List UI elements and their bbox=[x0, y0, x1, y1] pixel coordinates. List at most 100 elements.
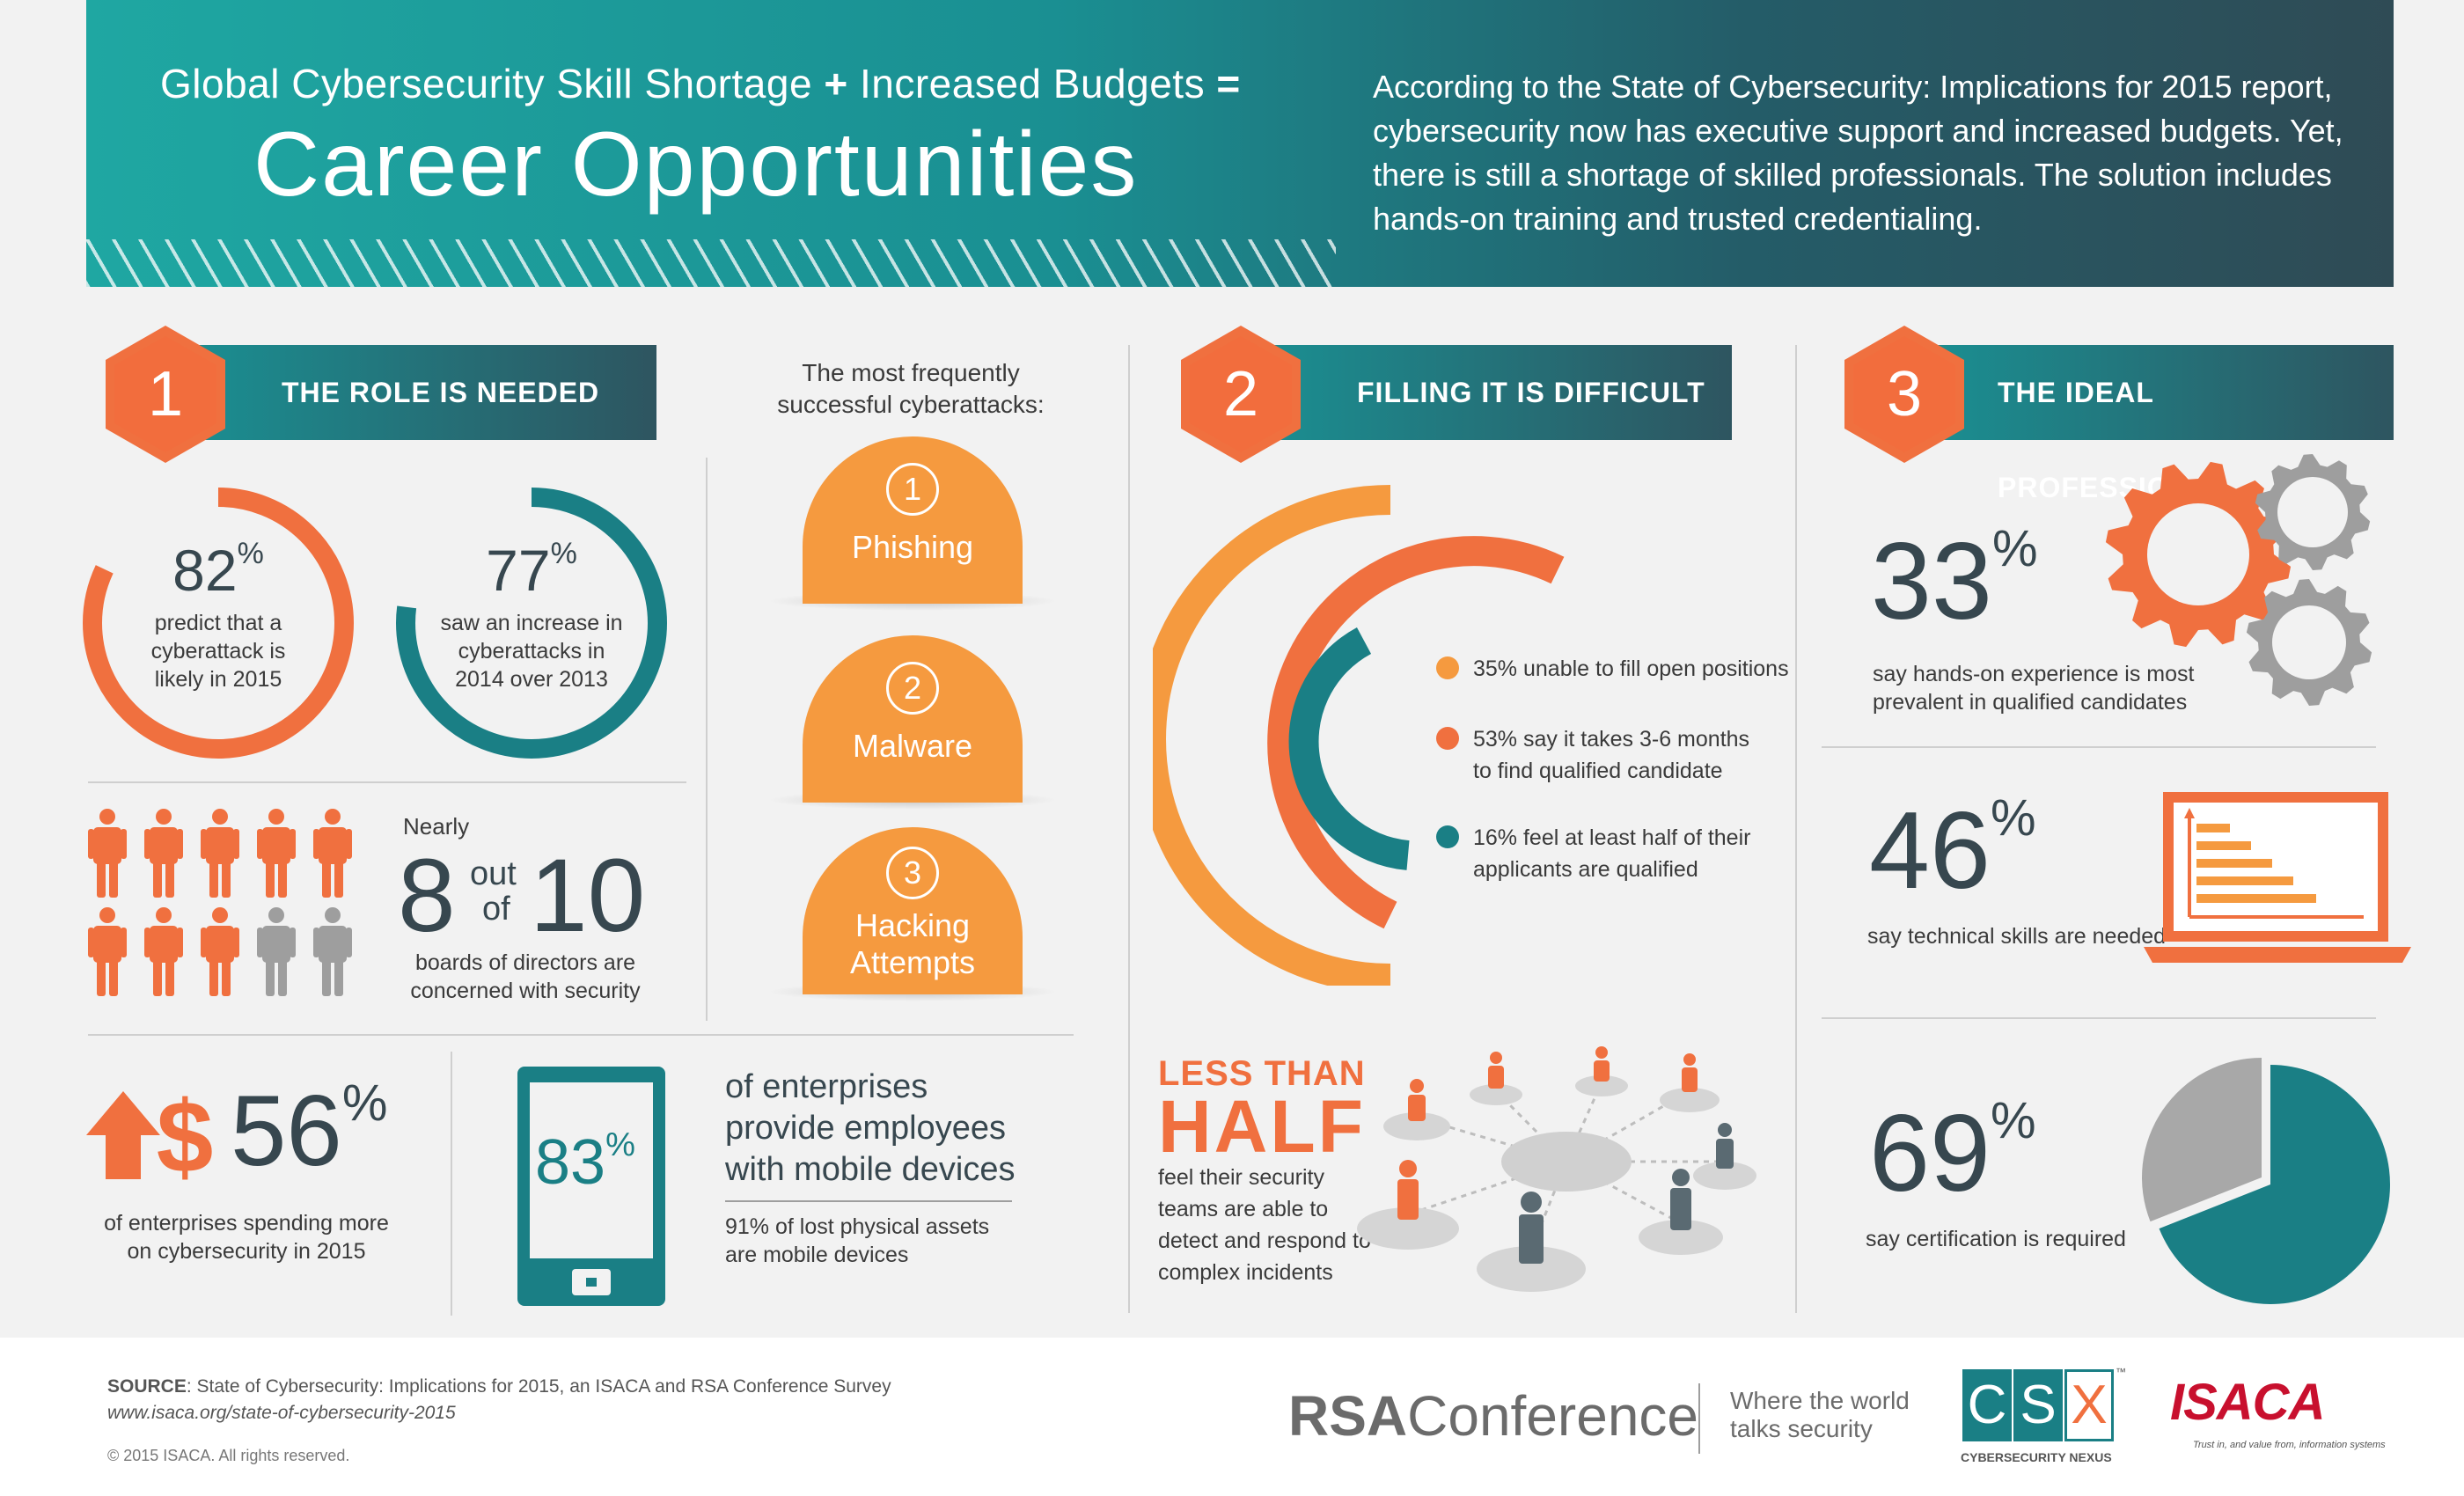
header-stripe-pattern bbox=[86, 239, 1336, 287]
legend-53-line2: to find qualified candidate bbox=[1473, 759, 1723, 783]
stat-83-value: 83 bbox=[535, 1127, 606, 1198]
stat-77-ring bbox=[396, 488, 667, 759]
csx-logo: C S X ™ bbox=[1962, 1366, 2126, 1441]
stat-83: 83% bbox=[535, 1126, 635, 1199]
rsa-logo-bold: RSA bbox=[1288, 1384, 1408, 1448]
person-icon bbox=[313, 907, 352, 996]
stat-77-caption: saw an increase in cyberattacks in 2014 … bbox=[440, 611, 623, 692]
person-icon bbox=[313, 809, 352, 898]
footer-source: SOURCE: State of Cybersecurity: Implicat… bbox=[107, 1376, 891, 1397]
pie-slice-69 bbox=[2159, 1065, 2390, 1304]
attack-dome bbox=[803, 436, 1023, 604]
stat-82-caption: predict that a cyberattack is likely in … bbox=[150, 611, 286, 692]
mobile-device-icon bbox=[517, 1067, 665, 1306]
isaca-logo: ISACA bbox=[2170, 1374, 2325, 1431]
source-label: SOURCE bbox=[107, 1376, 187, 1397]
person-icon bbox=[144, 809, 183, 898]
csx-caption: CYBERSECURITY NEXUS bbox=[1961, 1450, 2112, 1464]
attack-phishing: 1 Phishing bbox=[767, 436, 1058, 611]
csx-c: C bbox=[1962, 1369, 2012, 1441]
attack-label: Phishing bbox=[851, 529, 974, 565]
section1-title: THE ROLE IS NEEDED bbox=[282, 377, 600, 408]
arc-35 bbox=[1153, 485, 1391, 986]
divider bbox=[725, 1200, 1012, 1202]
rsa-logo-light: Conference bbox=[1407, 1384, 1698, 1448]
stat-46-caption: say technical skills are needed bbox=[1867, 924, 2167, 949]
stat-83-headline: of enterprises provide employees with mo… bbox=[725, 1068, 1016, 1188]
rsa-tagline-line1: Where the world bbox=[1730, 1387, 1910, 1414]
footer-url[interactable]: www.isaca.org/state-of-cybersecurity-201… bbox=[107, 1403, 456, 1423]
gear-gray-top bbox=[2255, 454, 2371, 570]
subtitle-part2: Increased Budgets bbox=[859, 61, 1206, 106]
boards-caption: boards of directors are concerned with s… bbox=[410, 950, 641, 1003]
stat-33-unit: % bbox=[1991, 520, 2038, 577]
boards-ten: 10 bbox=[530, 838, 646, 954]
attack-number: 3 bbox=[886, 847, 939, 899]
person-icon bbox=[201, 809, 239, 898]
attack-label-line1: Hacking bbox=[854, 907, 971, 943]
legend-53-line1: 53% say it takes 3-6 months bbox=[1473, 727, 1750, 752]
stat-33-value: 33 bbox=[1871, 521, 1992, 642]
rsa-tagline-line2: talks security bbox=[1730, 1415, 1873, 1442]
csx-trademark: ™ bbox=[2116, 1366, 2126, 1378]
dollar-up-arrow-icon: $ bbox=[86, 1082, 214, 1188]
footer: SOURCE: State of Cybersecurity: Implicat… bbox=[0, 1338, 2464, 1496]
people-grid bbox=[88, 808, 370, 1010]
divider bbox=[1822, 1017, 2376, 1019]
boards-out: out bbox=[470, 855, 517, 892]
stat-46: 46% bbox=[1869, 788, 2036, 913]
section2-title: FILLING IT IS DIFFICULT bbox=[1357, 377, 1705, 408]
isaca-tagline: Trust in, and value from, information sy… bbox=[2193, 1440, 2386, 1450]
footer-copyright: © 2015 ISACA. All rights reserved. bbox=[107, 1447, 350, 1464]
boards-eight: 8 bbox=[398, 838, 456, 954]
stat-83-caption: 91% of lost physical assets are mobile d… bbox=[725, 1214, 990, 1267]
stat-82-ring bbox=[83, 488, 354, 759]
legend-dot-16 bbox=[1436, 825, 1459, 848]
header-banner: Global Cybersecurity Skill Shortage + In… bbox=[86, 0, 2394, 287]
certification-pie bbox=[2142, 1058, 2390, 1304]
stat-77-unit: % bbox=[550, 537, 577, 570]
arc-53 bbox=[1267, 536, 1565, 929]
stat-56-unit: % bbox=[341, 1074, 388, 1132]
divider bbox=[451, 1052, 452, 1316]
csx-x: X bbox=[2064, 1369, 2114, 1441]
stat-69-unit: % bbox=[1990, 1092, 2036, 1149]
section1-hex-badge: 1 bbox=[106, 326, 225, 463]
attack-hacking: 3 Hacking Attempts bbox=[767, 827, 1058, 1001]
stat-77-value: 77 bbox=[486, 538, 551, 603]
divider bbox=[88, 1034, 1074, 1036]
legend-35: 35% unable to fill open positions bbox=[1473, 656, 1789, 681]
header-description: According to the State of Cybersecurity:… bbox=[1373, 69, 2343, 237]
divider bbox=[88, 781, 686, 783]
pie-slice-other bbox=[2142, 1058, 2262, 1222]
attack-dome bbox=[803, 635, 1023, 803]
ring-77-arc bbox=[396, 488, 667, 759]
half-caption: feel their security teams are able to de… bbox=[1158, 1165, 1371, 1285]
person-icon bbox=[88, 907, 127, 996]
boards-nearly: Nearly bbox=[403, 813, 470, 840]
ring-82-arc bbox=[83, 488, 354, 759]
stat-56-value: 56 bbox=[231, 1075, 342, 1187]
legend-16-line2: applicants are qualified bbox=[1473, 857, 1698, 882]
stat-69: 69% bbox=[1869, 1091, 2036, 1216]
stat-69-value: 69 bbox=[1869, 1093, 1991, 1214]
stat-46-unit: % bbox=[1990, 789, 2036, 847]
page-title: Career Opportunities bbox=[253, 114, 1139, 216]
divider bbox=[1822, 746, 2376, 748]
boards-ratio: 8 out of 10 bbox=[398, 836, 662, 954]
divider bbox=[706, 458, 708, 1021]
attack-number: 2 bbox=[886, 662, 939, 715]
gears-icon bbox=[2105, 454, 2372, 706]
csx-s: S bbox=[2013, 1369, 2063, 1441]
section3-hex-badge: 3 bbox=[1844, 326, 1964, 463]
attack-malware: 2 Malware bbox=[767, 635, 1058, 810]
equals-sign: = bbox=[1216, 61, 1241, 106]
arc-16 bbox=[1288, 627, 1410, 870]
stat-56-caption: of enterprises spending more on cybersec… bbox=[104, 1211, 389, 1264]
person-icon bbox=[88, 809, 127, 898]
divider bbox=[1795, 345, 1797, 1313]
rsa-tagline: Where the world talks security bbox=[1730, 1387, 1910, 1443]
person-icon bbox=[144, 907, 183, 996]
subtitle-part1: Global Cybersecurity Skill Shortage bbox=[160, 61, 813, 106]
svg-text:$: $ bbox=[157, 1082, 214, 1188]
